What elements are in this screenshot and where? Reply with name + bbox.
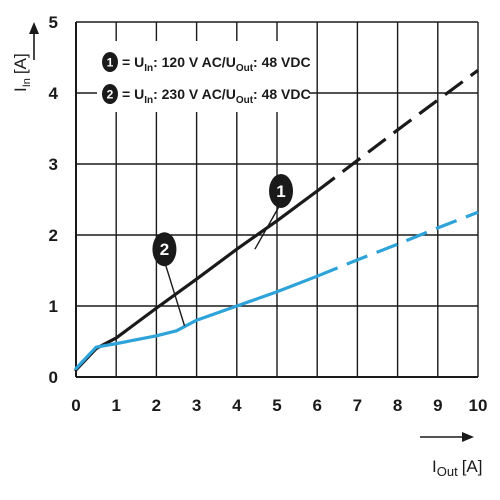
y-tick-label-4: 4 [49,84,59,103]
series-2-line-dashed [316,210,479,278]
legend-marker-1 [102,52,118,72]
legend-marker-label-2: 2 [107,88,114,102]
y-tick-label-2: 2 [49,226,58,245]
legend: 1 = UIn: 120 V AC/UOut: 48 VDC 2 = UIn: 230… [97,41,311,112]
y-axis-title-unit: [A] [11,53,30,74]
x-tick-label-8: 8 [393,396,402,415]
x-tick-label-1: 1 [111,396,120,415]
y-tick-label-5: 5 [49,13,58,32]
y-tick-label-3: 3 [49,155,58,174]
y-axis-arrow [29,22,39,60]
x-tick-label-7: 7 [353,396,362,415]
callout-2-marker [152,232,177,267]
x-axis-title: IOut [A] [432,457,483,479]
svg-text:IIn[A]: IIn [A] [11,53,33,92]
legend-marker-2 [102,84,118,104]
legend-label-1: = UIn: 120 V AC/UOut: 48 VDC [122,54,311,74]
callout-2: 2 [152,232,177,267]
legend-background [97,41,309,112]
x-axis-title-main: I [432,457,437,476]
series-lines [74,68,479,372]
callout-1: 1 [269,173,294,208]
x-tick-label-9: 9 [433,396,442,415]
callouts: 12 [152,173,294,267]
x-axis-title-sub: Out [437,464,458,479]
y-axis-title-main: I [11,87,30,92]
legend-label-2: = UIn: 230 V AC/UOut: 48 VDC [122,86,311,106]
callout-1-leader [254,202,282,250]
x-tick-label-2: 2 [152,396,161,415]
y-axis-title: IIn [A] [11,53,33,92]
legend-item-2: 2 = UIn: 230 V AC/UOut: 48 VDC [102,84,311,106]
callout-leaders [163,202,282,327]
x-tick-label-3: 3 [192,396,201,415]
y-axis-title-sub: In [21,78,33,87]
legend-marker-label-1: 1 [107,56,114,70]
x-tick-label-4: 4 [232,396,242,415]
y-tick-label-1: 1 [49,297,58,316]
series-2-line-solid [74,274,319,371]
callout-1-label: 1 [276,182,285,201]
series-1-line-dashed [316,68,479,193]
x-tick-label-0: 0 [71,396,80,415]
x-axis-arrow [420,432,474,442]
callout-1-marker [269,173,294,208]
x-tick-label-10: 10 [469,396,488,415]
x-tick-label-6: 6 [312,396,321,415]
legend-item-1: 1 = UIn: 120 V AC/UOut: 48 VDC [102,52,311,74]
y-tick-label-0: 0 [49,368,58,387]
x-tick-label-5: 5 [272,396,281,415]
callout-2-label: 2 [160,240,169,259]
callout-2-leader [163,260,186,327]
x-axis-title-unit: [A] [462,457,483,476]
